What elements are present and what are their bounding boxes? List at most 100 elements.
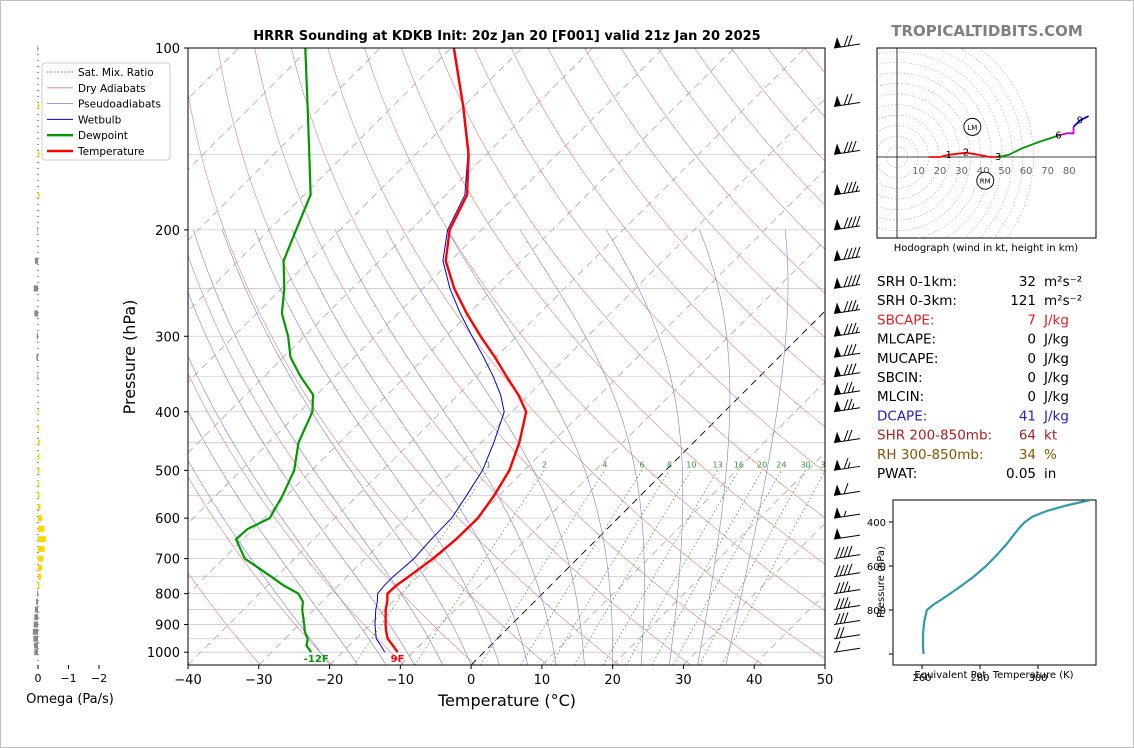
barb-pennant (834, 431, 841, 443)
barb-flag (855, 215, 861, 228)
omega-bar (38, 525, 45, 532)
pseudoadiabat (291, 229, 528, 665)
theta-e-x-tick-label: 300 (1028, 673, 1047, 684)
pseudoadiabat (725, 229, 789, 665)
barb-staff (833, 647, 861, 653)
wind-barb (833, 563, 861, 578)
stat-value: 0 (1027, 370, 1036, 386)
barb-pennant (834, 365, 841, 377)
theta-e-x-axis-label: Equivalent Pot. Temperature (K) (914, 670, 1073, 681)
pseudoadiabat (254, 229, 500, 665)
barb-flag (843, 482, 849, 495)
temperature-profile (384, 48, 528, 653)
hodograph-height-label: 1 (945, 150, 951, 161)
barb-flag (847, 35, 853, 47)
hodograph-trace (998, 134, 1059, 158)
barb-pennant (834, 37, 841, 48)
mixing-ratio-label: 2 (542, 460, 547, 469)
omega-bar (38, 515, 43, 522)
barb-half-flag (847, 585, 851, 593)
barb-flag (839, 564, 845, 577)
wind-barb (833, 246, 861, 262)
x-tick-label: −20 (316, 673, 343, 688)
barb-flag (835, 565, 841, 577)
pseudoadiabat (193, 229, 444, 665)
pseudoadiabat (188, 459, 330, 665)
wind-barb (833, 612, 861, 626)
stat-value: 64 (1019, 428, 1036, 444)
dry-adiabat (547, 48, 825, 383)
dry-adiabat (188, 254, 476, 665)
wind-barb (833, 274, 861, 289)
stat-label: DCAPE: (877, 408, 927, 424)
x-tick-label: −10 (387, 673, 414, 688)
storm-motion-label: RM (980, 178, 991, 186)
barb-flag (843, 430, 849, 442)
omega-bar (36, 333, 38, 340)
omega-x-tick-label: 0 (35, 672, 42, 685)
hodograph-height-label: 3 (995, 152, 1001, 163)
barb-flag (835, 598, 841, 610)
y-tick-label: 300 (155, 330, 180, 345)
barb-staff (833, 620, 861, 626)
omega-bar (38, 564, 43, 571)
stat-label: MUCAPE: (877, 351, 938, 367)
theta-e-x-tick-label: 280 (970, 673, 989, 684)
barb-flag (851, 216, 857, 228)
isotherm-line (612, 452, 825, 665)
omega-bar (38, 582, 40, 589)
hodograph-height-label: 2 (963, 148, 969, 159)
hodograph-ring-label: 50 (998, 166, 1011, 177)
stat-value: 32 (1019, 274, 1036, 290)
omega-bar (33, 285, 38, 292)
omega-bar (38, 555, 44, 562)
omega-bar (38, 546, 45, 553)
dry-adiabat (327, 48, 825, 659)
omega-bar (36, 598, 38, 605)
dry-adiabat (584, 48, 825, 339)
mixing-ratio-label: 1 (486, 460, 491, 469)
omega-bar (34, 614, 38, 621)
barb-pennant (834, 183, 841, 195)
dewpoint-profile (234, 48, 315, 653)
hodograph-ring-label: 60 (1020, 166, 1033, 177)
wind-barb (833, 581, 861, 595)
mixing-ratio-label: 6 (640, 460, 645, 469)
omega-bar (37, 590, 38, 597)
hodograph-height-label: 6 (1055, 130, 1061, 141)
wind-barb (833, 93, 861, 108)
omega-bar (38, 536, 46, 543)
barb-pennant (834, 325, 841, 337)
omega-x-tick-label: −2 (91, 672, 107, 685)
barb-flag (839, 597, 845, 610)
isotherm-line (400, 239, 825, 665)
stat-unit: in (1044, 466, 1056, 482)
legend-entry: Dewpoint (78, 130, 128, 142)
barb-half-flag (855, 304, 859, 311)
skewt-profiles (234, 48, 528, 653)
pseudoadiabat (188, 291, 415, 665)
wind-barb (833, 641, 861, 653)
mixing-ratio-label: 36 (820, 460, 830, 469)
omega-bar (33, 621, 38, 628)
omega-bar (34, 257, 38, 264)
surface-temperature-label: 9F (391, 654, 405, 665)
skewt-background-lines: 1 2 4 6 8 10 13 16 20 24 30 36 (188, 48, 830, 665)
barb-pennant (834, 528, 841, 540)
stat-unit: J/kg (1043, 370, 1069, 386)
pseudoadiabat (222, 229, 472, 665)
isotherm-line (188, 48, 593, 454)
y-tick-label: 800 (155, 588, 180, 603)
barb-flag (843, 94, 849, 106)
stat-label: SRH 0-3km: (877, 293, 957, 309)
dry-adiabat (511, 48, 825, 428)
mixing-ratio-line (651, 470, 763, 665)
theta-e-y-axis-label: Pressure (hPa) (876, 546, 887, 618)
legend-entry: Pseudoadiabats (78, 99, 161, 111)
stat-unit: J/kg (1043, 351, 1069, 367)
barb-flag (839, 612, 845, 625)
hodograph-caption: Hodograph (wind in kt, height in km) (894, 243, 1079, 254)
omega-bar (37, 373, 38, 380)
wind-barb (833, 363, 861, 378)
